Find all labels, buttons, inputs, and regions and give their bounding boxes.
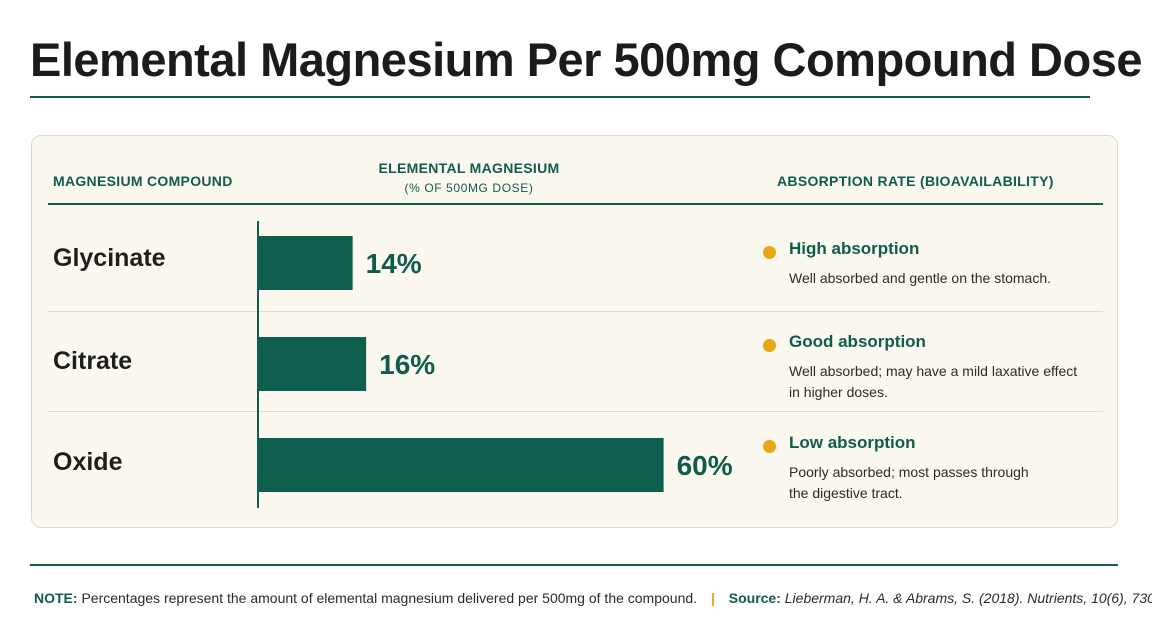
absorption-description: Well absorbed; may have a mild laxative …	[789, 363, 1078, 400]
compound-label-citrate: Citrate	[53, 347, 133, 375]
footer-divider	[30, 564, 1118, 566]
source-citation: Lieberman, H. A. & Abrams, S. (2018). Nu…	[784, 590, 1152, 606]
source-label: Source:	[728, 590, 781, 606]
note-label: NOTE:	[34, 590, 78, 606]
note-text: Percentages represent the amount of elem…	[81, 590, 698, 606]
compound-label-glycinate: Glycinate	[53, 244, 166, 272]
bar-glycinate	[258, 236, 353, 290]
status-dot-icon	[763, 339, 776, 352]
column-header-elemental-title: ELEMENTAL MAGNESIUM	[378, 160, 560, 176]
chart-card: MAGNESIUM COMPOUND ELEMENTAL MAGNESIUM (…	[31, 135, 1118, 528]
absorption-description: Poorly absorbed; most passes through the…	[789, 464, 1029, 501]
absorption-level: High absorption	[789, 239, 920, 258]
absorption-level: Low absorption	[789, 433, 916, 452]
column-header-compound: MAGNESIUM COMPOUND	[53, 173, 233, 189]
absorption-description: Well absorbed and gentle on the stomach.	[789, 270, 1052, 286]
column-header-elemental-subtitle: (% OF 500MG DOSE)	[404, 181, 534, 195]
bar-value-label: 16%	[379, 349, 435, 380]
bar-citrate	[258, 337, 367, 391]
column-header-elemental: ELEMENTAL MAGNESIUM (% OF 500MG DOSE)	[269, 158, 669, 198]
row-divider	[48, 411, 1103, 412]
status-dot-icon	[763, 440, 776, 453]
header-divider	[48, 203, 1103, 205]
column-header-absorption: ABSORPTION RATE (BIOAVAILABILITY)	[777, 173, 1054, 189]
compound-label-oxide: Oxide	[53, 448, 123, 476]
page-title: Elemental Magnesium Per 500mg Compound D…	[30, 33, 1143, 86]
bar-value-label: 14%	[366, 248, 422, 279]
footer-note: NOTE: Percentages represent the amount o…	[34, 590, 1152, 606]
title-divider	[30, 96, 1090, 98]
row-divider	[48, 311, 1103, 312]
bar-value-label: 60%	[677, 450, 733, 481]
footer-separator: |	[710, 590, 715, 606]
absorption-level: Good absorption	[789, 332, 926, 351]
bar-oxide	[258, 438, 664, 492]
status-dot-icon	[763, 246, 776, 259]
bar-chart: 14% 16% 60%	[257, 221, 733, 508]
